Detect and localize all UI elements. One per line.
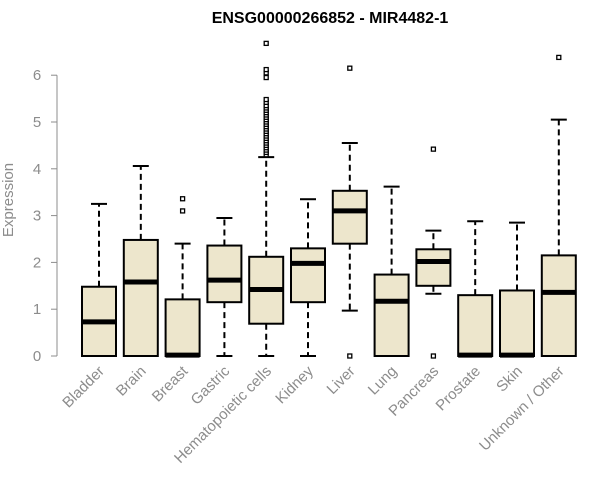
outlier-point bbox=[179, 196, 186, 202]
outlier-point bbox=[263, 40, 269, 47]
x-tick-label: Liver bbox=[324, 363, 359, 398]
y-tick-label: 3 bbox=[33, 208, 41, 225]
y-tick-label: 2 bbox=[33, 254, 41, 271]
box-brain bbox=[122, 164, 159, 358]
outlier-point bbox=[263, 96, 269, 103]
boxes-group bbox=[81, 40, 577, 359]
x-tick-label: Breast bbox=[149, 362, 192, 405]
iqr-box bbox=[122, 238, 159, 358]
box-hematopoietic-cells bbox=[248, 40, 285, 357]
outlier-point bbox=[179, 208, 186, 214]
iqr-box bbox=[331, 189, 368, 245]
iqr-box bbox=[290, 247, 326, 304]
y-tick-label: 5 bbox=[33, 114, 41, 131]
box-breast bbox=[164, 196, 201, 358]
iqr-box bbox=[206, 244, 243, 304]
iqr-box bbox=[415, 248, 452, 287]
box-prostate bbox=[457, 220, 494, 358]
box-kidney bbox=[290, 198, 326, 357]
outlier-point bbox=[263, 66, 269, 73]
box-pancreas bbox=[415, 146, 452, 359]
x-tick-label: Lung bbox=[365, 363, 401, 399]
iqr-box bbox=[499, 289, 535, 358]
iqr-box bbox=[540, 254, 577, 358]
y-tick-label: 1 bbox=[33, 301, 41, 318]
outlier-point bbox=[430, 353, 437, 359]
y-axis-label: Expression bbox=[0, 163, 17, 237]
x-tick-label: Kidney bbox=[272, 362, 317, 407]
y-axis: 0 1 2 3 4 5 6 bbox=[33, 67, 58, 365]
chart-title: ENSG00000266852 - MIR4482-1 bbox=[212, 10, 449, 27]
iqr-box bbox=[457, 294, 494, 358]
box-skin bbox=[499, 221, 535, 358]
outlier-point bbox=[263, 74, 269, 81]
box-lung bbox=[373, 185, 410, 357]
box-bladder bbox=[81, 202, 117, 357]
outlier-point bbox=[430, 146, 437, 152]
iqr-box bbox=[373, 273, 410, 357]
x-tick-label: Brain bbox=[113, 363, 150, 400]
x-tick-label: Bladder bbox=[59, 363, 108, 412]
box-unknown-other bbox=[540, 54, 577, 358]
outlier-point bbox=[347, 65, 353, 71]
box-liver bbox=[331, 65, 368, 359]
y-tick-label: 0 bbox=[33, 348, 41, 365]
x-tick-label: Prostate bbox=[432, 363, 484, 415]
iqr-box bbox=[164, 298, 201, 358]
box-gastric bbox=[206, 216, 243, 357]
y-tick-label: 6 bbox=[33, 67, 41, 84]
y-tick-label: 4 bbox=[33, 161, 41, 178]
outlier-point bbox=[347, 353, 353, 359]
x-tick-label: Skin bbox=[493, 363, 526, 396]
outlier-point bbox=[556, 54, 562, 61]
